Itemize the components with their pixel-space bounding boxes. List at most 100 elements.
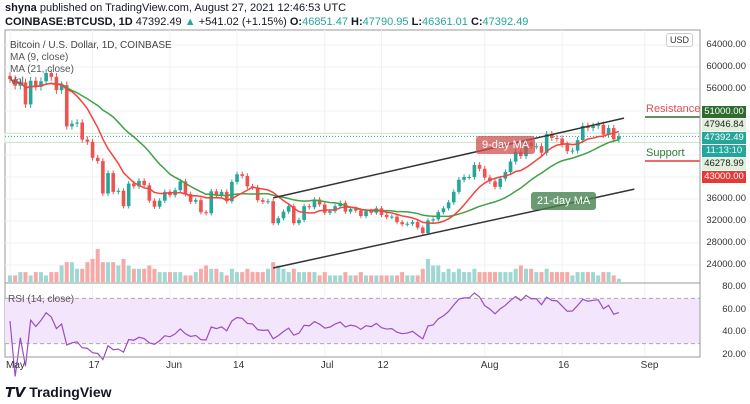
volume-bar xyxy=(616,278,621,282)
candle-body xyxy=(286,206,291,212)
candle-body xyxy=(539,146,544,153)
candle-body xyxy=(204,212,208,214)
volume-bar xyxy=(601,272,606,282)
candle-body xyxy=(446,202,451,209)
candle-body xyxy=(601,124,606,135)
ma9-line xyxy=(9,78,620,225)
low-value: 46361.01 xyxy=(421,16,468,28)
volume-bar xyxy=(570,275,575,282)
volume-bar xyxy=(183,275,188,282)
volume-bar xyxy=(126,265,131,282)
last-price: 47392.49 xyxy=(135,16,182,28)
volume-bar xyxy=(137,268,141,282)
candle-body xyxy=(390,216,394,218)
rsi-tick: 40.00 xyxy=(722,326,746,338)
candle-body xyxy=(85,139,90,142)
candle-body xyxy=(369,211,373,213)
candle-body xyxy=(580,125,585,141)
candle-body xyxy=(333,206,337,212)
volume-bar xyxy=(395,275,399,282)
low-label: L: xyxy=(411,16,422,28)
candle-body xyxy=(493,181,497,187)
candle-body xyxy=(230,181,234,202)
volume-bar xyxy=(209,268,214,282)
volume-bar xyxy=(456,268,461,282)
candle-body xyxy=(116,190,121,192)
volume-bar xyxy=(327,275,332,282)
legend-rsi[interactable]: RSI (14, close) xyxy=(8,294,75,305)
volume-bar xyxy=(286,272,291,282)
volume-bar xyxy=(188,275,193,282)
candle-body xyxy=(90,141,95,158)
candle-body xyxy=(39,81,43,87)
tv-logo-icon: 𝙏𝙑 xyxy=(5,384,26,400)
candle-body xyxy=(126,183,131,207)
time-tick: Jun xyxy=(165,360,183,371)
candle-body xyxy=(297,219,301,224)
volume-bar xyxy=(446,268,451,282)
volume-bar xyxy=(358,272,363,282)
volume-bar xyxy=(585,272,590,282)
volume-bar xyxy=(281,268,286,282)
close-value: 47392.49 xyxy=(482,16,529,28)
time-tick: 17 xyxy=(88,360,100,371)
volume-bar xyxy=(405,275,410,282)
tradingview-logo[interactable]: 𝙏𝙑 TradingView xyxy=(5,384,112,401)
volume-bar xyxy=(333,275,338,282)
candle-body xyxy=(8,75,12,80)
candle-body xyxy=(219,191,224,196)
close-label: C: xyxy=(470,16,483,28)
volume-bar xyxy=(152,268,157,282)
currency-button[interactable]: USD xyxy=(666,33,694,47)
candle-body xyxy=(513,151,518,162)
candle-body xyxy=(307,206,312,208)
price-tick: 32000.00 xyxy=(706,215,746,226)
candle-body xyxy=(121,190,126,207)
time-tick: 12 xyxy=(377,360,389,371)
volume-bar xyxy=(204,265,209,282)
volume-bar xyxy=(348,275,353,282)
resistance-price-label: 51000.00 xyxy=(702,106,746,118)
volume-bar xyxy=(54,272,59,282)
volume-bar xyxy=(28,275,33,282)
candle-body xyxy=(59,85,64,91)
candle-body xyxy=(106,173,110,194)
candle-body xyxy=(80,122,85,140)
candle-body xyxy=(157,200,162,207)
volume-bar xyxy=(353,275,358,282)
candle-body xyxy=(183,181,188,195)
ma21-callout: 21-day MA xyxy=(531,192,597,210)
candle-body xyxy=(606,128,611,135)
volume-bar xyxy=(214,268,219,282)
candle-body xyxy=(415,222,420,228)
volume-bar xyxy=(503,272,508,282)
candle-body xyxy=(147,185,152,201)
legend-ma21[interactable]: MA (21, close) xyxy=(10,64,74,75)
volume-bar xyxy=(425,258,430,282)
volume-bar xyxy=(534,272,539,282)
volume-bar xyxy=(364,275,369,282)
volume-bar xyxy=(518,265,523,282)
candle-body xyxy=(395,216,399,223)
rsi-band xyxy=(5,298,700,344)
volume-bar xyxy=(178,272,183,282)
up-arrow-icon: ▲ xyxy=(184,16,196,28)
volume-bar xyxy=(198,268,203,282)
candle-body xyxy=(508,161,513,173)
legend-ma9[interactable]: MA (9, close) xyxy=(10,52,69,63)
candle-body xyxy=(457,179,461,192)
price-change: +541.02 (+1.15%) xyxy=(198,16,287,28)
volume-bar xyxy=(142,268,147,282)
volume-bar xyxy=(18,272,23,282)
volume-bar xyxy=(90,258,95,282)
candle-body xyxy=(95,157,100,162)
volume-bar xyxy=(415,275,420,282)
legend-vol[interactable]: Vol xyxy=(10,76,24,87)
volume-bar xyxy=(8,275,12,282)
volume-bar xyxy=(322,272,327,282)
volume-bar xyxy=(508,272,513,282)
candle-body xyxy=(544,134,549,153)
volume-bar xyxy=(296,272,301,282)
volume-bar xyxy=(193,272,198,282)
